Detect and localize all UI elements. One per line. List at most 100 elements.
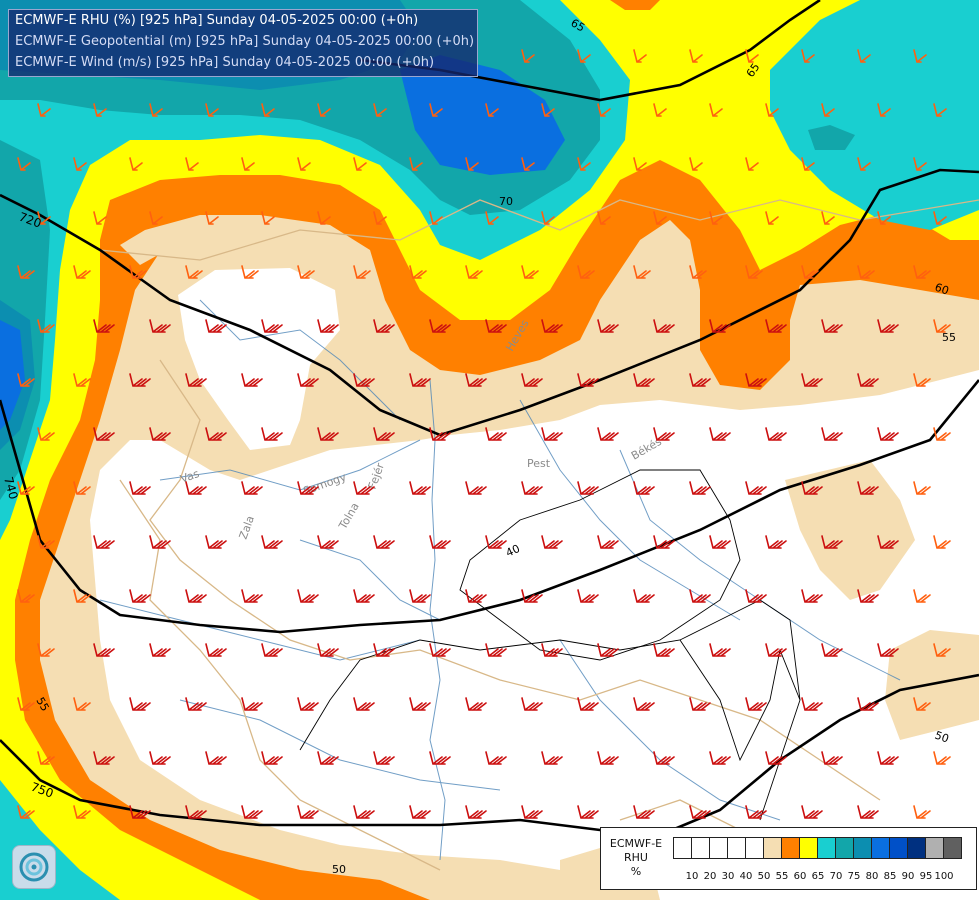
wind-barb-icon	[821, 103, 835, 117]
wind-barb-icon	[93, 319, 115, 333]
wind-barb-icon	[353, 481, 375, 495]
wind-barb-icon	[689, 157, 703, 171]
wind-barb-icon	[465, 157, 479, 171]
wind-barb-icon	[913, 805, 931, 819]
wind-barb-icon	[521, 157, 535, 171]
wind-barb-icon	[765, 643, 787, 657]
wind-barb-icon	[857, 373, 879, 387]
wind-barb-icon	[93, 751, 115, 765]
wind-barb-icon	[857, 805, 879, 819]
wind-barb-icon	[73, 589, 91, 603]
wind-barb-icon	[261, 211, 275, 225]
wind-barb-icon	[297, 373, 319, 387]
legend-tick-label: 30	[722, 871, 735, 882]
wind-barb-icon	[633, 589, 655, 603]
wind-barb-icon	[261, 319, 283, 333]
wind-barb-icon	[577, 589, 599, 603]
wind-barb-icon	[73, 697, 91, 711]
wind-barb-icon	[241, 157, 255, 171]
wind-barb-icon	[821, 535, 843, 549]
wind-barb-icon	[541, 751, 563, 765]
legend-swatch	[799, 837, 818, 859]
geopotential-contour-760	[0, 673, 979, 837]
wind-barb-icon	[821, 643, 843, 657]
wind-barb-icon	[37, 103, 51, 117]
wind-barb-icon	[17, 481, 35, 495]
wind-barb-icon	[465, 589, 487, 603]
wind-barb-icon	[93, 643, 115, 657]
wind-barb-icon	[765, 319, 787, 333]
wind-barb-icon	[317, 319, 339, 333]
wind-barb-icon	[633, 49, 647, 63]
wind-barb-icon	[185, 697, 207, 711]
wind-barb-icon	[205, 535, 227, 549]
wind-barb-icon	[745, 49, 759, 63]
wind-barb-icon	[577, 697, 599, 711]
wind-barb-icon	[597, 751, 619, 765]
wind-barb-icon	[185, 157, 199, 171]
wind-barb-icon	[317, 643, 339, 657]
wind-barb-icon	[541, 427, 563, 441]
wind-barb-icon	[801, 481, 823, 495]
wind-barb-icon	[485, 643, 507, 657]
wind-barb-icon	[129, 157, 143, 171]
wind-barb-icon	[521, 265, 539, 279]
wind-barb-icon	[241, 373, 263, 387]
rhu-label-55-b: 55	[33, 695, 51, 714]
wind-barb-icon	[857, 157, 871, 171]
wind-barb-icon	[821, 427, 843, 441]
wind-barb-icon	[149, 535, 171, 549]
legend-tick-label: 50	[758, 871, 771, 882]
wind-barb-icon	[149, 103, 163, 117]
wind-barb-icon	[93, 535, 115, 549]
wind-barb-icon	[801, 157, 815, 171]
wind-barb-icon	[353, 589, 375, 603]
wind-barb-icon	[577, 265, 595, 279]
wind-barb-icon	[353, 805, 375, 819]
wind-barb-icon	[877, 751, 899, 765]
wind-barb-icon	[409, 697, 431, 711]
wind-barb-icon	[149, 427, 171, 441]
wind-barb-icon	[821, 319, 843, 333]
wind-barb-icon	[373, 103, 387, 117]
wind-barb-icon	[597, 535, 619, 549]
rhu-label-65-a: 65	[569, 16, 588, 34]
legend-tick-labels: 10 20 30 40 50 55 60 65 70 75 80 85 90 95 100	[686, 871, 954, 882]
rhu-legend: ECMWF-E RHU % 10 20 30 40 50 55 60 65 70 75 80 85 90…	[600, 827, 977, 890]
wind-barb-icon	[709, 643, 731, 657]
wind-barb-icon	[465, 481, 487, 495]
wind-barb-icon	[429, 427, 451, 441]
legend-title-line: ECMWF-E	[609, 837, 663, 850]
wind-barb-icon	[409, 373, 431, 387]
wind-barb-icon	[37, 751, 55, 765]
wind-barb-icon	[149, 319, 171, 333]
wind-barb-icon	[373, 211, 387, 225]
wind-barb-icon	[409, 805, 431, 819]
wind-barb-icon	[689, 481, 711, 495]
wind-barb-icon	[913, 481, 931, 495]
geopotential-contour-740	[0, 379, 979, 634]
wind-barb-icon	[933, 427, 951, 441]
wind-barb-icon	[373, 535, 395, 549]
wind-barb-icon	[521, 481, 543, 495]
wind-barb-icon	[765, 535, 787, 549]
geopotential-contours	[0, 0, 979, 837]
legend-title: ECMWF-E RHU %	[603, 837, 669, 879]
legend-tick-label: 70	[830, 871, 843, 882]
wind-barb-icon	[877, 211, 891, 225]
wind-barb-icon	[261, 751, 283, 765]
wind-barb-icon	[933, 535, 951, 549]
wind-barb-icon	[485, 751, 507, 765]
wind-barb-icon	[185, 481, 207, 495]
wind-barb-icon	[877, 319, 899, 333]
wind-barb-icon	[877, 643, 899, 657]
wind-barb-icon	[597, 427, 619, 441]
wind-barb-icon	[373, 751, 395, 765]
wind-barb-icon	[73, 481, 91, 495]
wind-barbs	[17, 49, 951, 819]
wind-barb-icon	[317, 103, 331, 117]
wind-barb-icon	[745, 805, 767, 819]
wind-barb-icon	[653, 751, 675, 765]
wind-barb-icon	[541, 535, 563, 549]
